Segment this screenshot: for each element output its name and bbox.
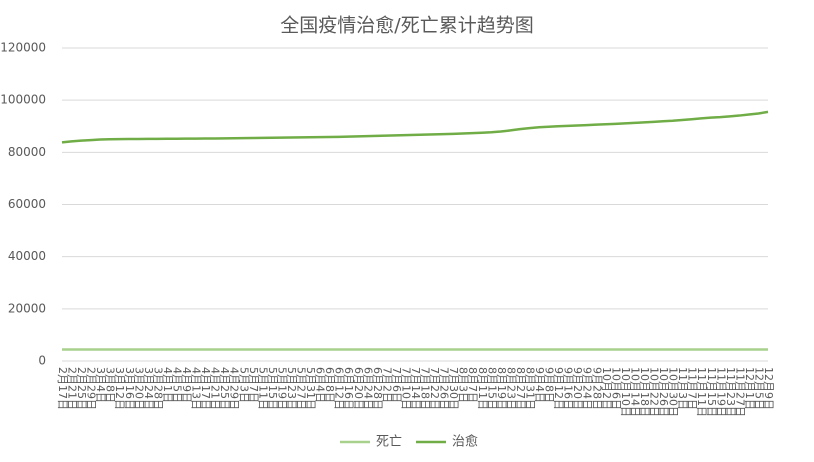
x-tick-label: 10月26日 [657, 367, 670, 417]
x-tick-label: 8月27日 [514, 367, 527, 410]
x-tick-label: 4月29日 [228, 367, 241, 410]
x-tick-label: 6月24日 [361, 367, 374, 410]
x-tick-label: 5月23日 [285, 367, 298, 410]
legend-label: 死亡 [376, 435, 402, 450]
y-tick-label: 60000 [8, 197, 46, 211]
x-tick-label: 4月25日 [218, 367, 231, 410]
x-tick-label: 9月28日 [590, 367, 603, 410]
x-tick-label: 7月18日 [419, 367, 432, 410]
x-tick-label: 8月31日 [523, 367, 536, 410]
x-tick-label: 9月4日 [533, 367, 546, 403]
x-tick-label: 7月6日 [390, 367, 403, 403]
x-tick-label: 7月2日 [380, 367, 393, 403]
x-tick-label: 7月30日 [447, 367, 460, 410]
x-tick-label: 9月8日 [543, 367, 556, 403]
x-tick-label: 3月4日 [94, 367, 107, 403]
x-tick-label: 6月4日 [314, 367, 327, 403]
x-tick-label: 9月24日 [581, 367, 594, 410]
x-tick-label: 8月3日 [457, 367, 470, 403]
x-tick-label: 11月11日 [695, 367, 708, 417]
x-tick-label: 5月31日 [304, 367, 317, 410]
x-tick-label: 3月8日 [104, 367, 117, 403]
x-tick-label: 6月8日 [323, 367, 336, 403]
x-tick-label: 10月18日 [638, 367, 651, 417]
x-tick-label: 4月1日 [161, 367, 174, 403]
x-tick-label: 3月20日 [132, 367, 145, 410]
x-tick-label: 8月7日 [466, 367, 479, 403]
x-tick-label: 11月19日 [714, 367, 727, 417]
x-tick-label: 3月24日 [142, 367, 155, 410]
x-tick-label: 5月19日 [275, 367, 288, 410]
series-line [61, 110, 769, 144]
x-tick-label: 9月12日 [552, 367, 565, 410]
x-tick-label: 5月3日 [237, 367, 250, 403]
x-tick-label: 8月11日 [476, 367, 489, 410]
x-tick-label: 12月1日 [743, 367, 756, 410]
y-tick-label: 80000 [8, 145, 46, 159]
x-tick-label: 6月20日 [352, 367, 365, 410]
x-tick-label: 5月15日 [266, 367, 279, 410]
x-tick-label: 11月15日 [705, 367, 718, 417]
x-tick-label: 11月7日 [686, 367, 699, 410]
x-tick-label: 2月29日 [85, 367, 98, 410]
x-tick-label: 3月28日 [151, 367, 164, 410]
x-tick-label: 5月7日 [247, 367, 260, 403]
chart-title: 全国疫情治愈/死亡累计趋势图 [280, 15, 533, 37]
x-tick-label: 10月30日 [667, 367, 680, 417]
x-tick-label: 8月23日 [504, 367, 517, 410]
x-tick-label: 2月17日 [56, 367, 69, 410]
x-tick-label: 6月16日 [342, 367, 355, 410]
x-tick-label: 7月26日 [438, 367, 451, 410]
x-tick-label: 10月6日 [609, 367, 622, 410]
x-tick-label: 2月21日 [66, 367, 79, 410]
x-tick-label: 5月27日 [295, 367, 308, 410]
x-tick-label: 6月12日 [333, 367, 346, 410]
x-tick-label: 4月9日 [180, 367, 193, 403]
x-tick-label: 7月14日 [409, 367, 422, 410]
x-tick-label: 12月5日 [752, 367, 765, 410]
x-tick-label: 3月16日 [123, 367, 136, 410]
x-tick-label: 4月17日 [199, 367, 212, 410]
x-tick-label: 11月27日 [733, 367, 746, 417]
x-tick-label: 4月5日 [170, 367, 183, 403]
legend-label: 治愈 [452, 435, 478, 450]
x-tick-label: 8月15日 [485, 367, 498, 410]
x-tick-label: 4月21日 [209, 367, 222, 410]
x-tick-label: 2月25日 [75, 367, 88, 410]
x-tick-label: 9月20日 [571, 367, 584, 410]
x-tick-label: 10月2日 [600, 367, 613, 410]
y-tick-label: 100000 [0, 93, 46, 107]
x-tick-label: 10月14日 [628, 367, 641, 417]
x-tick-label: 10月10日 [619, 367, 632, 417]
y-tick-label: 40000 [8, 249, 46, 263]
x-tick-label: 8月19日 [495, 367, 508, 410]
x-tick-label: 11月3日 [676, 367, 689, 410]
y-tick-label: 20000 [8, 301, 46, 315]
y-tick-label: 0 [38, 354, 46, 368]
x-tick-label: 10月22日 [648, 367, 661, 417]
x-tick-label: 4月13日 [190, 367, 203, 410]
x-tick-label: 7月22日 [428, 367, 441, 410]
x-tick-label: 5月11日 [256, 367, 269, 410]
x-tick-label: 6月28日 [371, 367, 384, 410]
x-tick-label: 12月9日 [762, 367, 775, 410]
x-tick-label: 3月12日 [113, 367, 126, 410]
x-tick-label: 9月16日 [562, 367, 575, 410]
y-tick-label: 120000 [0, 41, 46, 55]
x-tick-label: 11月23日 [724, 367, 737, 417]
x-tick-label: 7月10日 [399, 367, 412, 410]
